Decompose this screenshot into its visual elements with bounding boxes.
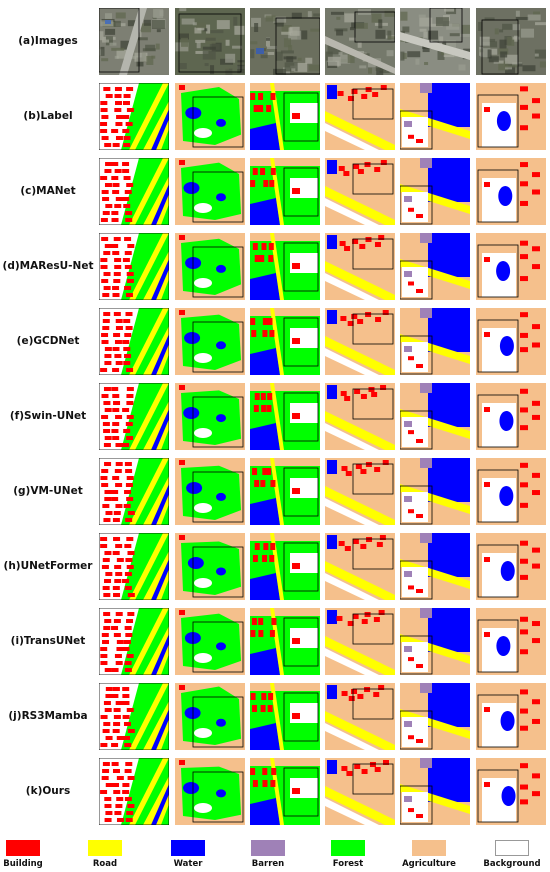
legend-label: Barren (251, 859, 285, 869)
legend-item-forest: Forest (312, 840, 384, 869)
segmentation-tile (400, 608, 470, 675)
segmentation-tile (400, 308, 470, 375)
segmentation-tile (476, 533, 546, 600)
legend-label: Forest (332, 859, 364, 869)
segmentation-tile (476, 758, 546, 825)
segmentation-tile (175, 308, 245, 375)
segmentation-tile (250, 158, 320, 225)
segmentation-tile (476, 683, 546, 750)
segmentation-tile (400, 383, 470, 450)
segmentation-tile (99, 458, 169, 525)
segmentation-tile (400, 83, 470, 150)
segmentation-tile (400, 158, 470, 225)
image-tile (325, 8, 395, 75)
segmentation-tile (175, 608, 245, 675)
legend-item-building: Building (0, 840, 59, 869)
row-label: (f)Swin-UNet (9, 409, 87, 422)
segmentation-tile (400, 233, 470, 300)
segmentation-tile (99, 608, 169, 675)
segmentation-tile (175, 83, 245, 150)
segmentation-tile (99, 233, 169, 300)
legend-swatch (171, 840, 205, 856)
segmentation-tile (99, 758, 169, 825)
legend-item-background: Background (476, 840, 548, 869)
segmentation-tile (400, 458, 470, 525)
segmentation-tile (325, 608, 395, 675)
legend-swatch (88, 840, 122, 856)
segmentation-tile (99, 383, 169, 450)
segmentation-tile (99, 683, 169, 750)
segmentation-tile (476, 608, 546, 675)
legend-label: Road (92, 859, 118, 869)
row-label: (e)GCDNet (16, 334, 80, 347)
segmentation-tile (250, 608, 320, 675)
segmentation-tile (325, 383, 395, 450)
segmentation-tile (99, 533, 169, 600)
segmentation-tile (476, 383, 546, 450)
segmentation-tile (476, 83, 546, 150)
image-tile (400, 8, 470, 75)
legend-swatch (331, 840, 365, 856)
segmentation-tile (476, 233, 546, 300)
row-label: (b)Label (23, 109, 73, 122)
segmentation-tile (476, 158, 546, 225)
row-label: (k)Ours (25, 784, 71, 797)
legend-item-barren: Barren (232, 840, 304, 869)
legend-item-road: Road (69, 840, 141, 869)
segmentation-tile (325, 458, 395, 525)
image-tile (99, 8, 169, 75)
segmentation-grid (99, 8, 546, 825)
segmentation-tile (250, 233, 320, 300)
legend-swatch (495, 840, 529, 856)
legend-item-agriculture: Agriculture (393, 840, 465, 869)
segmentation-tile (250, 383, 320, 450)
segmentation-tile (250, 83, 320, 150)
segmentation-tile (476, 458, 546, 525)
segmentation-tile (400, 758, 470, 825)
segmentation-tile (175, 233, 245, 300)
image-tile (250, 8, 320, 75)
segmentation-tile (325, 758, 395, 825)
segmentation-tile (99, 158, 169, 225)
image-tile (175, 8, 245, 75)
segmentation-tile (325, 233, 395, 300)
segmentation-tile (175, 683, 245, 750)
segmentation-tile (175, 758, 245, 825)
segmentation-tile (99, 83, 169, 150)
row-label: (a)Images (18, 34, 78, 47)
row-label: (j)RS3Mamba (8, 709, 88, 722)
row-label: (d)MAResU-Net (2, 259, 94, 272)
segmentation-tile (400, 533, 470, 600)
legend-swatch (412, 840, 446, 856)
segmentation-tile (325, 83, 395, 150)
segmentation-tile (476, 308, 546, 375)
legend-label: Building (3, 859, 43, 869)
segmentation-tile (175, 458, 245, 525)
legend-swatch (6, 840, 40, 856)
legend-swatch (251, 840, 285, 856)
legend-label: Background (483, 859, 541, 869)
segmentation-tile (250, 533, 320, 600)
legend-item-water: Water (152, 840, 224, 869)
segmentation-tile (400, 683, 470, 750)
segmentation-tile (99, 308, 169, 375)
row-label: (i)TransUNet (10, 634, 86, 647)
legend-label: Water (173, 859, 203, 869)
segmentation-tile (325, 683, 395, 750)
segmentation-tile (250, 308, 320, 375)
image-tile (476, 8, 546, 75)
segmentation-tile (250, 758, 320, 825)
row-label: (c)MANet (20, 184, 76, 197)
legend-label: Agriculture (402, 859, 456, 869)
segmentation-tile (175, 158, 245, 225)
segmentation-tile (250, 458, 320, 525)
segmentation-tile (325, 533, 395, 600)
segmentation-tile (175, 383, 245, 450)
row-label: (g)VM-UNet (13, 484, 83, 497)
segmentation-tile (175, 533, 245, 600)
segmentation-tile (325, 308, 395, 375)
segmentation-tile (325, 158, 395, 225)
row-label: (h)UNetFormer (3, 559, 93, 572)
segmentation-tile (250, 683, 320, 750)
